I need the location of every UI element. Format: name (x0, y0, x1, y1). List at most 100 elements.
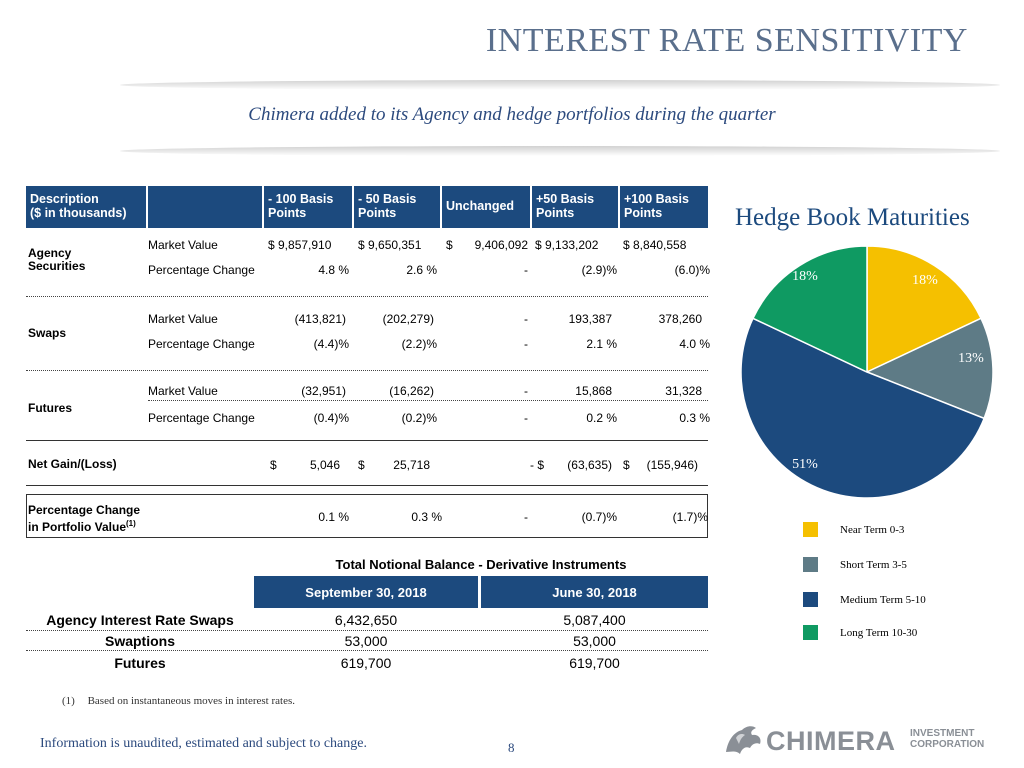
net-gain-minus50: 25,718 (393, 458, 430, 472)
row-label-portfolio-line1: Percentage Change (28, 503, 141, 517)
futures-mv-plus50: 15,868 (575, 384, 612, 398)
legend-label-near-term: Near Term 0-3 (840, 524, 905, 536)
agency-pc-plus100: (6.0)% (674, 263, 710, 277)
notional-col-sep: September 30, 2018 (254, 576, 478, 608)
row-divider (26, 650, 708, 651)
header-unchanged-label: Unchanged (446, 199, 515, 213)
row-label-swaps: Swaps (28, 327, 66, 340)
futures-pc-plus100: 0.3 % (679, 411, 710, 425)
net-gain-plus100: (155,946) (646, 458, 698, 472)
header-unchanged: Unchanged (442, 186, 532, 228)
swaps-mv-minus100: (413,821) (294, 312, 346, 326)
title-divider (120, 80, 1000, 90)
swaps-pc-plus100: 4.0 % (679, 337, 710, 351)
header-plus100: +100 Basis Points (620, 186, 708, 228)
header-plus50-line2: Points (536, 206, 575, 220)
swaps-mv-minus50: (202,279) (382, 312, 434, 326)
slide-title: INTEREST RATE SENSITIVITY (485, 22, 968, 59)
row-label-agency: Agency Securities (28, 247, 85, 273)
legend-swatch-long-term (803, 625, 818, 640)
header-blank (148, 186, 264, 228)
row-label-swaps-text: Swaps (28, 326, 67, 340)
section-divider (26, 296, 708, 297)
header-minus100: - 100 Basis Points (264, 186, 354, 228)
row-label-agency-line1: Agency (28, 246, 72, 260)
metric-label: Percentage Change (148, 411, 255, 425)
pie-slice-medium-term-5-10 (740, 317, 986, 499)
section-divider (26, 485, 708, 486)
logo-subtext-line1: INVESTMENT (910, 728, 975, 739)
footnote-marker: (1) (62, 695, 75, 707)
chimera-emblem-icon (726, 726, 761, 754)
notional-col-jun: June 30, 2018 (481, 576, 708, 608)
swaps-pc-unchanged: - (524, 337, 528, 351)
notional-row-sep-value: 53,000 (344, 633, 388, 649)
header-minus100-line2: Points (268, 206, 307, 220)
agency-mv-unchanged: 9,406,092 (474, 238, 528, 252)
portfolio-value-box (26, 494, 708, 538)
notional-row-label: Swaptions (104, 633, 175, 649)
net-gain-plus100-dollar: $ (623, 458, 630, 472)
notional-row-jun-value: 619,700 (569, 655, 620, 671)
notional-row-jun-value: 5,087,400 (563, 612, 626, 628)
notional-row-jun-value: 53,000 (573, 633, 616, 649)
metric-label: Market Value (148, 238, 218, 252)
agency-mv-plus100: $ 8,840,558 (623, 238, 687, 252)
disclaimer: Information is unaudited, estimated and … (40, 736, 367, 751)
row-label-agency-line2: Securities (28, 259, 86, 273)
header-minus100-line1: - 100 Basis (268, 192, 334, 206)
logo-subtext: INVESTMENT CORPORATION (910, 728, 984, 750)
header-minus50-line2: Points (358, 206, 397, 220)
swaps-mv-plus50: 193,387 (568, 312, 612, 326)
legend-label-medium-term: Medium Term 5-10 (840, 594, 926, 606)
pie-slice-long-term-10-30 (751, 246, 868, 374)
slide-subtitle: Chimera added to its Agency and hedge po… (248, 104, 776, 125)
row-divider (26, 630, 708, 631)
notional-row-sep-value: 619,700 (340, 655, 392, 671)
notional-row-label: Futures (114, 655, 166, 671)
futures-pc-unchanged: - (524, 411, 528, 425)
metric-label: Market Value (148, 384, 218, 398)
legend-label-long-term: Long Term 10-30 (840, 627, 918, 639)
header-minus50-line1: - 50 Basis (358, 192, 417, 206)
header-plus50-line1: +50 Basis (536, 192, 595, 206)
chart-title: Hedge Book Maturities (735, 204, 970, 231)
portfolio-pc-plus100: (1.7)% (672, 510, 708, 524)
pie-label-short-term-3-5: 13% (958, 351, 984, 366)
hedge-maturity-pie-chart: 18% 13% 51% 18% (740, 246, 994, 499)
futures-pc-minus100: (0.4)% (313, 411, 349, 425)
swaps-mv-plus100: 378,260 (658, 312, 702, 326)
row-divider (148, 400, 708, 401)
net-gain-minus100: 5,046 (309, 458, 340, 472)
portfolio-pc-minus50: 0.3 % (411, 510, 442, 524)
legend-label-short-term: Short Term 3-5 (840, 559, 907, 571)
section-divider (26, 440, 708, 441)
futures-mv-unchanged: - (524, 384, 528, 398)
swaps-pc-plus50: 2.1 % (586, 337, 617, 351)
logo-wordmark: CHIMERA (766, 726, 896, 756)
swaps-pc-minus50: (2.2)% (401, 337, 437, 351)
footnote-text: Based on instantaneous moves in interest… (87, 695, 296, 707)
header-minus50: - 50 Basis Points (354, 186, 442, 228)
row-label-portfolio-change: Percentage Change in Portfolio Value(1) (28, 504, 140, 534)
agency-pc-minus100: 4.8 % (318, 263, 349, 277)
agency-pc-minus50: 2.6 % (406, 263, 437, 277)
row-label-net-gain: Net Gain/(Loss) (28, 457, 117, 471)
portfolio-pc-plus50: (0.7)% (581, 510, 617, 524)
net-gain-minus50-dollar: $ (358, 458, 365, 472)
header-plus100-line1: +100 Basis (624, 192, 689, 206)
row-label-portfolio-line2: in Portfolio Value (28, 520, 127, 534)
notional-title: Total Notional Balance - Derivative Inst… (335, 557, 627, 572)
subtitle-divider (120, 146, 1000, 156)
header-description: Description ($ in thousands) (26, 186, 148, 228)
footnote-ref: (1) (126, 519, 136, 528)
pie-slice-short-term-3-5 (865, 317, 994, 420)
header-plus100-line2: Points (624, 206, 663, 220)
metric-label: Percentage Change (148, 337, 255, 351)
legend-swatch-medium-term (803, 592, 818, 607)
footnote: (1) Based on instantaneous moves in inte… (62, 695, 295, 707)
pie-slice-near-term-0-3 (866, 246, 983, 374)
futures-mv-minus100: (32,951) (301, 384, 346, 398)
notional-row-label: Agency Interest Rate Swaps (46, 612, 234, 628)
row-label-futures-text: Futures (28, 401, 73, 415)
